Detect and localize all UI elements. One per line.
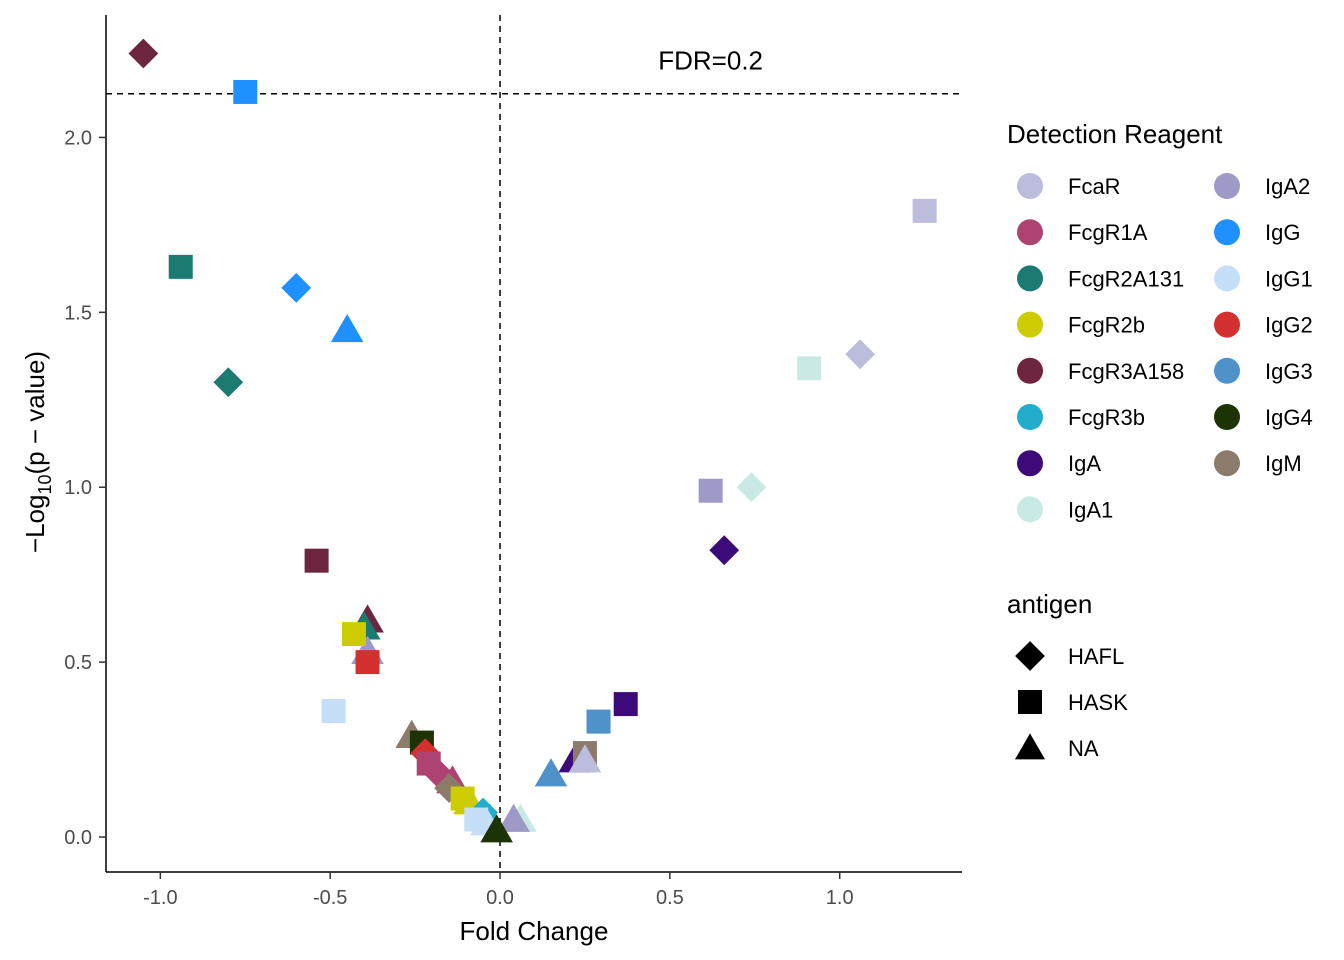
y-axis-title-subscript: 10 [35, 474, 55, 494]
data-point [233, 79, 258, 104]
axes: -1.0 -0.5 0.0 0.5 1.0 0.0 0.5 1.0 1.5 2.0 [64, 15, 962, 909]
legend-color-label: IgA [1068, 451, 1101, 476]
data-point [330, 313, 364, 343]
legend-shape-key [1018, 690, 1042, 714]
legend-color-label: FcaR [1068, 174, 1121, 199]
legend-color-label: FcgR3A158 [1068, 359, 1184, 384]
data-point [128, 38, 159, 69]
data-point [168, 254, 193, 279]
legend-color-key [1017, 404, 1043, 430]
y-tick-label: 0.0 [64, 827, 92, 849]
data-point [613, 692, 638, 717]
legend-color-key [1214, 265, 1240, 292]
legend-color-key [1017, 311, 1043, 338]
data-point [304, 548, 329, 573]
data-point [497, 803, 530, 832]
legend-color-label: FcgR3b [1068, 405, 1145, 430]
legend-color-key [1214, 404, 1240, 430]
data-point [213, 367, 244, 398]
legend-color-label: IgA2 [1265, 174, 1310, 199]
x-tick-label: 0.5 [656, 887, 684, 909]
data-point [736, 472, 767, 503]
legend-shape-key [1015, 641, 1045, 671]
plot-area [106, 15, 962, 872]
legend-shape-label: HAFL [1068, 644, 1124, 669]
x-tick-label: -1.0 [143, 887, 177, 909]
legend-color-key [1017, 357, 1043, 384]
legend-color-key [1017, 450, 1043, 477]
legend-color-label: FcgR2b [1068, 313, 1145, 338]
legend-color-label: IgG2 [1265, 313, 1313, 338]
legend-color-label: IgA1 [1068, 497, 1113, 522]
legend-color-key [1214, 311, 1240, 338]
data-point [568, 744, 602, 773]
data-point [321, 699, 346, 724]
legend-color-key [1017, 496, 1043, 523]
legend-shape-label: HASK [1068, 690, 1128, 715]
data-point [912, 198, 937, 223]
data-point [534, 758, 568, 787]
legend: Detection Reagent FcaR FcgR1A FcgR2A131 Fcg… [1007, 119, 1313, 761]
legend-color-key [1214, 219, 1240, 246]
legend-color-key [1214, 173, 1240, 199]
legend-color-label: IgG3 [1265, 359, 1313, 384]
legend-color-label: FcgR2A131 [1068, 266, 1184, 291]
x-tick-label: -0.5 [313, 887, 347, 909]
legend-color-label: IgG1 [1265, 266, 1313, 291]
x-tick-label: 1.0 [826, 887, 854, 909]
data-point [845, 339, 875, 370]
legend-color-label: IgG4 [1265, 405, 1313, 430]
legend-color-key [1017, 173, 1043, 199]
data-point [355, 650, 380, 675]
legend-color-label: IgG [1265, 220, 1300, 245]
data-point [797, 356, 822, 381]
y-axis-title-suffix: (p − value) [20, 351, 50, 475]
legend-color-key [1214, 450, 1240, 477]
y-tick-label: 1.5 [64, 302, 92, 324]
legend-color-label: FcgR1A [1068, 220, 1148, 245]
legend-color-label: IgM [1265, 451, 1302, 476]
x-axis-title: Fold Change [460, 916, 609, 946]
color-legend-items: FcaR FcgR1A FcgR2A131 FcgR2b FcgR3A158 FcgR3b… [1017, 173, 1313, 523]
legend-color-key [1214, 357, 1240, 384]
y-tick-label: 2.0 [64, 127, 92, 149]
fdr-label: FDR=0.2 [658, 45, 763, 75]
y-axis-title-prefix: −Log [20, 495, 50, 554]
data-point [341, 622, 366, 647]
legend-shape-key [1014, 733, 1046, 760]
data-point [480, 814, 513, 843]
color-legend-title: Detection Reagent [1007, 119, 1223, 149]
legend-color-key [1017, 265, 1043, 292]
x-tick-label: 0.0 [486, 887, 514, 909]
y-tick-label: 1.0 [64, 477, 92, 499]
shape-legend-title: antigen [1007, 589, 1092, 619]
y-axis-title: −Log10(p − value) [20, 351, 55, 553]
data-point [586, 709, 611, 734]
data-point [281, 272, 312, 303]
y-tick-label: 0.5 [64, 652, 92, 674]
legend-color-key [1017, 219, 1043, 246]
shape-legend-items: HAFL HASK NA [1014, 641, 1128, 761]
data-point [709, 535, 740, 566]
legend-shape-label: NA [1068, 736, 1099, 761]
data-point [698, 478, 723, 503]
